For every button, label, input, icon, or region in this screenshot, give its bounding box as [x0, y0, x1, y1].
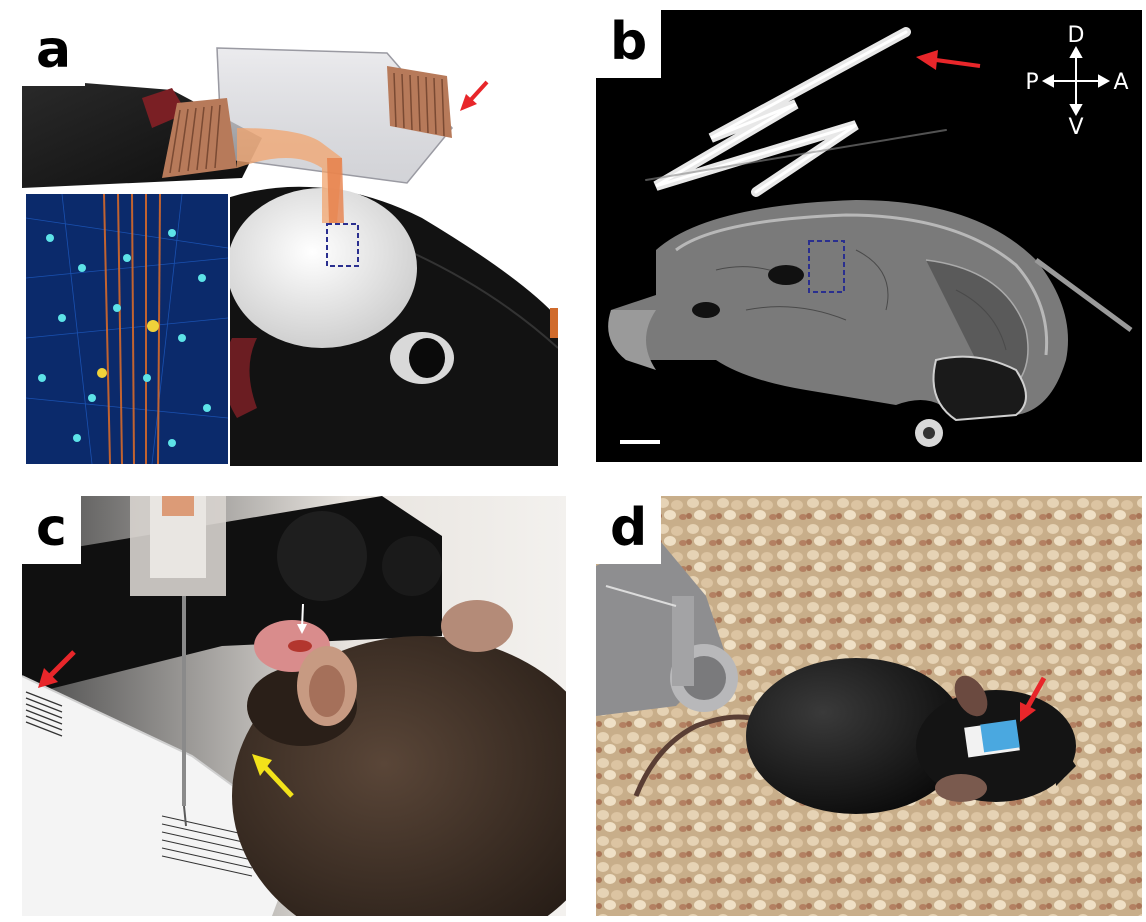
panel-c-photo	[22, 496, 566, 916]
compass-anterior: A	[1113, 70, 1128, 95]
skull-cap	[227, 188, 417, 348]
red-arrow-a	[460, 80, 489, 111]
flex-connector-right	[387, 66, 452, 138]
panel-c: c	[22, 496, 566, 916]
panel-d: d	[596, 496, 1142, 916]
syringe	[130, 496, 226, 827]
yellow-arrow-c	[252, 754, 294, 798]
panel-a: a	[22, 18, 558, 466]
compass-posterior: P	[1025, 70, 1038, 95]
mouse-body-d	[746, 658, 966, 814]
panel-d-photo	[596, 496, 1142, 916]
compass-ventral: V	[1068, 115, 1083, 140]
metal-connector	[596, 536, 738, 716]
panel-label-c: c	[22, 496, 81, 564]
panel-a-illustration	[22, 18, 558, 466]
panel-b: D V P A b	[596, 10, 1142, 462]
inset-neuron-image	[22, 190, 230, 466]
skull-scan	[608, 200, 1133, 447]
panel-label-d: d	[596, 496, 662, 564]
compass-dorsal: D	[1068, 23, 1085, 48]
red-arrow-b	[916, 50, 981, 70]
mesh-zigzag	[645, 27, 947, 197]
red-arrow-c	[38, 650, 76, 688]
compass-icon	[1041, 45, 1111, 117]
red-arrow-d	[1020, 676, 1047, 722]
panel-label-a: a	[22, 18, 86, 86]
flex-connector-left	[162, 98, 237, 178]
scale-bar	[620, 440, 660, 444]
white-arrow-c	[297, 603, 307, 634]
panel-b-microct: D V P A	[596, 10, 1142, 462]
roi-box-a	[326, 223, 359, 267]
panel-label-b: b	[596, 10, 662, 78]
headstage-marker	[964, 719, 1020, 758]
roi-box-b	[808, 240, 845, 293]
